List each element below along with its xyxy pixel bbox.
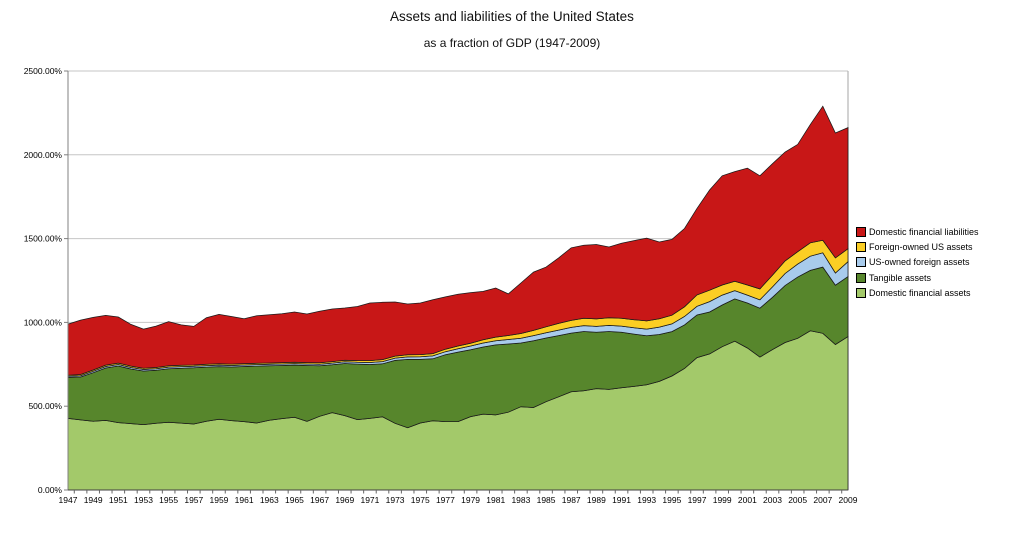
area-domestic-financial-liabilities [67, 105, 849, 376]
x-tick-label: 1987 [562, 495, 581, 505]
y-tick-label: 0.00% [38, 485, 63, 495]
legend-item-domestic-financial-liabilities: Domestic financial liabilities [856, 224, 979, 239]
chart-title: Assets and liabilities of the United Sta… [390, 9, 634, 24]
x-tick-label: 1961 [235, 495, 254, 505]
x-tick-label: 1947 [59, 495, 78, 505]
legend-swatch-foreign-owned-us-assets [856, 242, 866, 253]
x-tick-label: 2001 [738, 495, 757, 505]
x-tick-label: 1959 [210, 495, 229, 505]
legend-swatch-us-owned-foreign-assets [856, 257, 866, 268]
legend-swatch-tangible-assets [856, 272, 866, 283]
x-tick-label: 1997 [688, 495, 707, 505]
x-tick-label: 2003 [763, 495, 782, 505]
x-tick-label: 1957 [184, 495, 203, 505]
legend-item-domestic-financial-assets: Domestic financial assets [856, 286, 979, 301]
x-tick-label: 1975 [411, 495, 430, 505]
legend-label-tangible-assets: Tangible assets [869, 272, 932, 283]
x-tick-label: 1979 [461, 495, 480, 505]
legend-label-foreign-owned-us-assets: Foreign-owned US assets [869, 242, 973, 253]
x-tick-label: 1977 [436, 495, 455, 505]
chart-subtitle: as a fraction of GDP (1947-2009) [423, 36, 601, 50]
x-tick-label: 1985 [537, 495, 556, 505]
x-tick-label: 1965 [285, 495, 304, 505]
x-tick-label: 1963 [260, 495, 279, 505]
x-tick-label: 2009 [839, 495, 858, 505]
legend-item-us-owned-foreign-assets: US-owned foreign assets [856, 255, 979, 270]
x-tick-label: 1983 [511, 495, 530, 505]
legend-swatch-domestic-financial-liabilities [856, 226, 866, 237]
x-tick-label: 1951 [109, 495, 128, 505]
x-tick-label: 1995 [662, 495, 681, 505]
legend-item-tangible-assets: Tangible assets [856, 270, 979, 285]
y-tick-label: 1500.00% [24, 234, 63, 244]
legend-swatch-domestic-financial-assets [856, 288, 866, 299]
x-tick-label: 1989 [587, 495, 606, 505]
x-tick-label: 2005 [788, 495, 807, 505]
y-tick-label: 1000.00% [24, 317, 63, 327]
x-tick-label: 1955 [159, 495, 178, 505]
y-tick-label: 2000.00% [24, 150, 63, 160]
x-tick-label: 1973 [386, 495, 405, 505]
chart-legend: Domestic financial liabilities Foreign-ow… [856, 224, 979, 301]
x-tick-label: 1991 [612, 495, 631, 505]
x-tick-label: 1969 [335, 495, 354, 505]
x-tick-label: 1981 [486, 495, 505, 505]
y-tick-label: 2500.00% [24, 66, 63, 76]
x-tick-label: 1953 [134, 495, 153, 505]
legend-label-domestic-financial-liabilities: Domestic financial liabilities [869, 226, 979, 237]
legend-label-domestic-financial-assets: Domestic financial assets [869, 288, 971, 299]
legend-item-foreign-owned-us-assets: Foreign-owned US assets [856, 239, 979, 254]
x-tick-label: 2007 [813, 495, 832, 505]
legend-label-us-owned-foreign-assets: US-owned foreign assets [869, 257, 970, 268]
x-tick-label: 1971 [360, 495, 379, 505]
y-tick-label: 500.00% [28, 401, 62, 411]
x-tick-label: 1999 [713, 495, 732, 505]
x-tick-label: 1993 [637, 495, 656, 505]
x-tick-label: 1949 [84, 495, 103, 505]
x-tick-label: 1967 [310, 495, 329, 505]
